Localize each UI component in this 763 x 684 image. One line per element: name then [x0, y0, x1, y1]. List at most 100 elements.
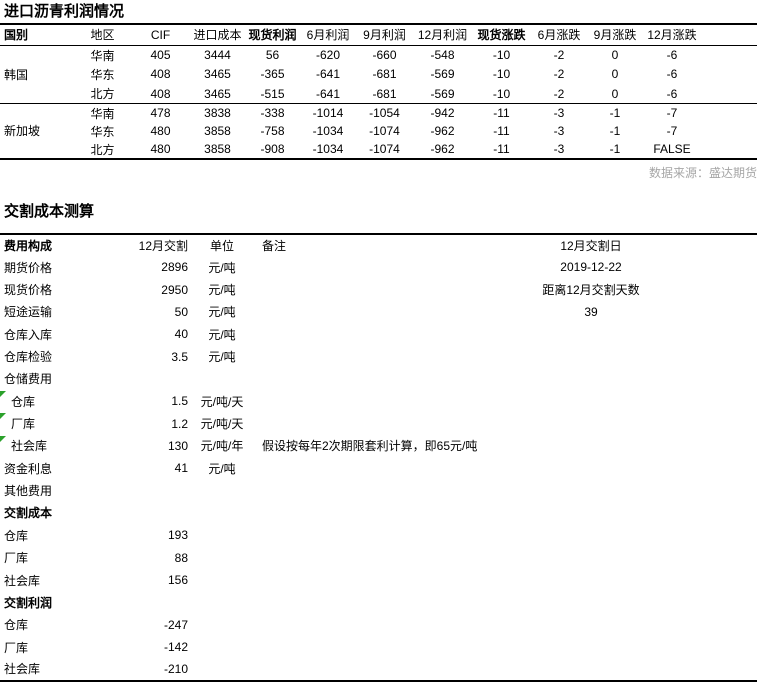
cell-value: 2896 [161, 260, 188, 275]
col-header-country: 国别 [4, 28, 29, 43]
cell: -641 [315, 67, 341, 82]
cell: -1 [609, 106, 621, 121]
cell-section-label: 交割成本 [4, 506, 53, 521]
cell-country: 韩国 [4, 67, 29, 82]
table-header-row: 费用构成 12月交割 单位 备注 12月交割日 [0, 234, 757, 256]
cell: -660 [372, 48, 397, 63]
cell: -569 [430, 86, 455, 101]
cell-note [256, 457, 520, 479]
table-row: 现货价格 2950 元/吨 距离12月交割天数 [0, 278, 757, 300]
cell-label: 资金利息 [4, 461, 53, 476]
cell: -641 [315, 86, 341, 101]
cell-right [520, 658, 662, 680]
cell-unit: 元/吨/天 [200, 394, 244, 409]
col-header-jun-change: 6月涨跌 [537, 28, 581, 43]
col-header-spot-profit: 现货利润 [248, 28, 297, 43]
cell-note [256, 569, 520, 591]
cell: -1054 [369, 106, 400, 121]
cell: -942 [430, 106, 455, 121]
cell-note [256, 658, 520, 680]
col-header-fee-item: 费用构成 [4, 238, 53, 253]
cell-note [256, 256, 520, 278]
cell-region: 华东 [90, 124, 115, 139]
spacer-cell [701, 65, 757, 85]
cell: -681 [372, 67, 397, 82]
excel-corner-flag-icon [0, 391, 6, 398]
cell-value: 40 [174, 327, 188, 342]
cell-right [520, 591, 662, 613]
cell-unit: 元/吨 [208, 283, 236, 298]
spacer-cell [662, 323, 757, 345]
cell-delivery-date: 2019-12-22 [560, 260, 622, 275]
spacer-cell [662, 435, 757, 457]
cell-right [520, 502, 662, 524]
data-source-note: 数据来源：盛达期货 [648, 165, 757, 180]
spacer-cell [701, 24, 757, 45]
spacer-cell [662, 614, 757, 636]
cell-value [137, 479, 188, 501]
spacer-cell [662, 412, 757, 434]
col-header-dec-delivery: 12月交割 [138, 238, 188, 253]
cell: 408 [150, 67, 171, 82]
cell-label: 期货价格 [4, 260, 53, 275]
spacer-cell [662, 390, 757, 412]
cell-days-value: 39 [584, 304, 598, 319]
spacer-cell [662, 234, 757, 256]
cell: 3858 [204, 142, 231, 157]
spacer-cell [662, 658, 757, 680]
cell-unit [188, 524, 256, 546]
cell-region: 华南 [90, 106, 115, 121]
cell: 0 [611, 48, 619, 63]
cell-note [256, 479, 520, 501]
spacer-cell [662, 569, 757, 591]
spacer-cell [662, 636, 757, 658]
cell-unit [188, 591, 256, 613]
cell-right [520, 636, 662, 658]
cell: 3444 [204, 48, 231, 63]
cell: 56 [265, 48, 280, 63]
spacer-cell [662, 546, 757, 568]
spacer-cell [662, 345, 757, 367]
cell-unit [188, 636, 256, 658]
table-row: 期货价格 2896 元/吨 2019-12-22 [0, 256, 757, 278]
cell: -1074 [369, 142, 400, 157]
table-row: 韩国 华南 405 3444 56 -620 -660 -548 -10 -2 … [0, 45, 757, 82]
table-row: 华东 408 3465 -365 -641 -681 -569 -10 -2 0… [0, 65, 757, 85]
cell: -1034 [312, 142, 344, 157]
cell-label: 仓库检验 [4, 350, 53, 365]
cell-days-label: 距离12月交割天数 [542, 283, 640, 298]
cell-value: 50 [174, 304, 188, 319]
cell-note [256, 636, 520, 658]
col-header-cif: CIF [150, 27, 171, 42]
cell-note: 假设按每年2次期限套利计算，即65元/吨 [262, 439, 478, 454]
table-row: 社会库 130 元/吨/年 假设按每年2次期限套利计算，即65元/吨 [0, 435, 757, 457]
cell: -1074 [369, 124, 400, 139]
cell-note [256, 614, 520, 636]
spacer-cell [662, 479, 757, 501]
col-header-unit: 单位 [209, 238, 234, 253]
cell-label: 社会库 [0, 435, 137, 457]
cell: 3465 [204, 67, 231, 82]
cell: -515 [260, 86, 285, 101]
col-header-dec-change: 12月涨跌 [647, 28, 697, 43]
cell: -758 [260, 124, 285, 139]
table-row: 仓库入库 40 元/吨 [0, 323, 757, 345]
spacer-cell [662, 301, 757, 323]
cell-right [520, 457, 662, 479]
cell: 3465 [204, 86, 231, 101]
import-profit-title: 进口沥青利润情况 [4, 3, 125, 20]
col-header-note: 备注 [262, 238, 287, 253]
cell-unit: 元/吨/年 [200, 439, 244, 454]
table-row: 仓储费用 [0, 368, 757, 390]
cell-value: 193 [167, 528, 188, 543]
cell: -6 [666, 48, 678, 63]
cell-note [256, 301, 520, 323]
cell-country: 新加坡 [4, 124, 41, 139]
cell: 3838 [204, 106, 231, 121]
spacer-cell [662, 591, 757, 613]
cell-unit: 元/吨 [208, 260, 236, 275]
cell: 478 [150, 106, 171, 121]
table-row: 北方 408 3465 -515 -641 -681 -569 -10 -2 0… [0, 84, 757, 104]
cell: 0 [611, 67, 619, 82]
cell: -11 [493, 106, 510, 121]
